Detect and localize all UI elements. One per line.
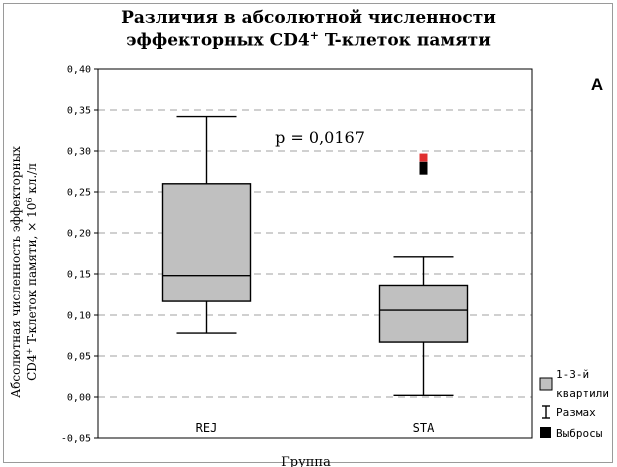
box-series (161, 115, 469, 397)
y-tick-label: 0,30 (67, 147, 91, 158)
y-axis-label-mid: T-клеток памяти, × 10 (25, 203, 39, 348)
y-axis-label-end: кл./л (25, 163, 39, 198)
x-category-label: REJ (196, 421, 218, 435)
legend-outlier-label: Выбросы (556, 427, 603, 440)
legend-box-label-line1: 1-3-й (556, 368, 589, 381)
outlier-point (419, 161, 428, 170)
y-axis-label-sup1: + (25, 348, 34, 355)
chart-title-line2-end: T-клеток памяти (318, 30, 491, 51)
y-tick-label: 0,20 (67, 229, 91, 240)
y-axis-label-line2: CD4+ T-клеток памяти, × 106 кл./л (25, 163, 40, 381)
y-tick-label: 0,10 (67, 311, 91, 322)
y-tick-label: 0,25 (67, 188, 91, 199)
y-axis-label-sup2: 6 (25, 197, 34, 202)
chart-title-line1: Различия в абсолютной численности (121, 8, 496, 28)
chart-frame (3, 3, 613, 463)
y-axis-ticks: -0,05 0,00 0,05 0,10 0,15 0,20 0,25 0,30 0,35 0,4… (61, 65, 98, 445)
y-tick-label: -0,05 (61, 434, 91, 445)
outlier-point (419, 166, 428, 175)
legend-whisker-label: Размах (556, 406, 596, 419)
plot-area (97, 68, 533, 439)
y-tick-label: 0,00 (67, 393, 91, 404)
box-sta (378, 153, 469, 397)
x-category-label: STA (413, 421, 435, 435)
p-value-annotation: p = 0,0167 (275, 128, 365, 147)
y-tick-label: 0,05 (67, 352, 91, 363)
panel-label: A (591, 75, 603, 94)
chart-title-sup: + (309, 29, 319, 42)
legend-box-swatch (539, 377, 553, 391)
quartile-box (378, 284, 469, 343)
chart-title-line2: эффекторных CD4+ T-клеток памяти (0, 29, 617, 51)
y-tick-label: 0,35 (67, 106, 91, 117)
legend-box-label-line2: квартили (556, 387, 609, 400)
legend-outlier-swatch (540, 427, 551, 438)
x-axis-label: Группа (281, 455, 331, 467)
box-rej (161, 115, 252, 334)
y-axis-label-line1: Абсолютная численность эффекторных (9, 146, 23, 398)
x-axis-categories: REJ STA (196, 421, 435, 435)
y-axis-label-cd4: CD4 (25, 354, 39, 381)
quartile-box (161, 183, 252, 302)
legend: 1-3-й квартили Размах Выбросы (539, 368, 609, 440)
y-tick-label: 0,15 (67, 270, 91, 281)
outlier-point (419, 153, 428, 162)
y-tick-label: 0,40 (67, 65, 91, 76)
chart-title-line2-start: эффекторных CD4 (126, 30, 310, 51)
